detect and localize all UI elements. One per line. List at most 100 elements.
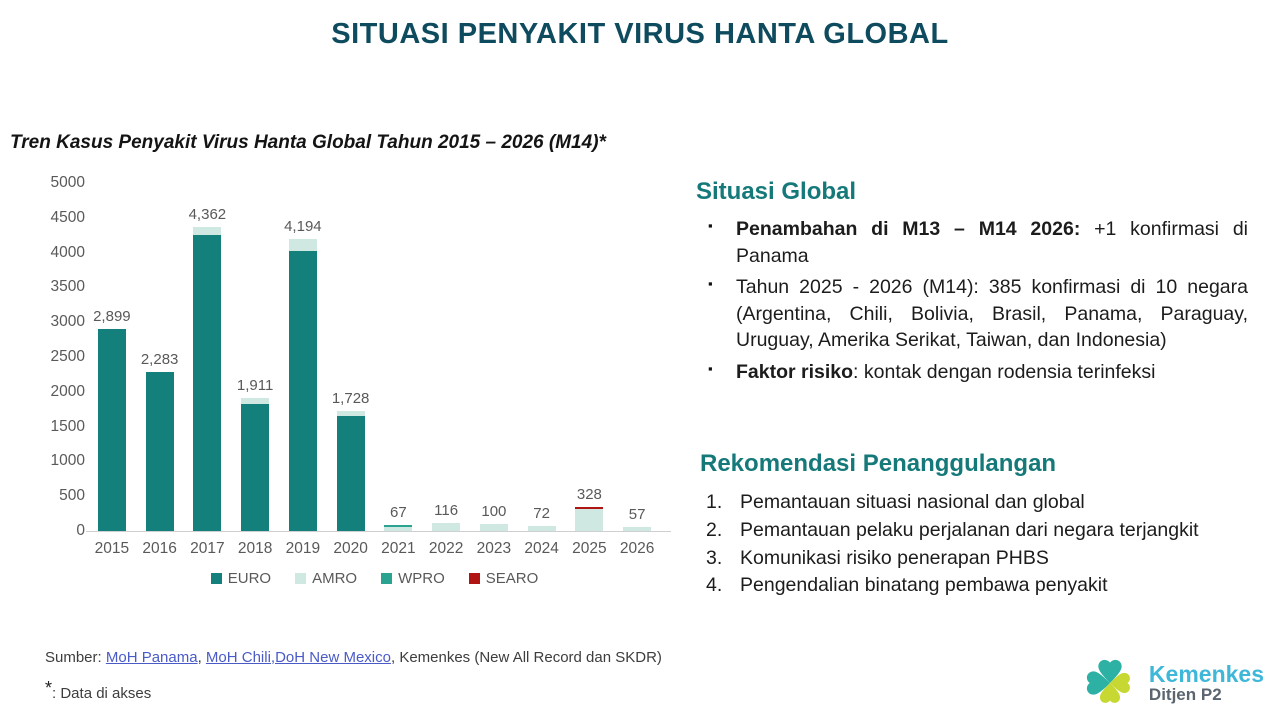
bullet-item: Penambahan di M13 – M14 2026: +1 konfirm… bbox=[696, 216, 1248, 269]
footnote-line: *: Data di akses bbox=[45, 676, 151, 702]
bar-segment-amro-2020 bbox=[336, 410, 365, 417]
bar-segment-searo-2025 bbox=[575, 506, 604, 509]
bar-value-label: 2,899 bbox=[93, 308, 131, 326]
footnote-text: : Data di akses bbox=[52, 685, 152, 702]
recommendation-number: 3. bbox=[706, 546, 723, 569]
legend-item-searo: SEARO bbox=[468, 570, 538, 587]
legend-item-amro: AMRO bbox=[295, 570, 357, 587]
bullet-text: +1 konfirmasi di Panama bbox=[736, 218, 1248, 267]
legend-swatch-searo bbox=[468, 573, 480, 584]
y-tick-label: 2500 bbox=[50, 348, 85, 365]
source-separator-2: , bbox=[390, 649, 400, 666]
bar-segment-amro-2022 bbox=[432, 522, 461, 531]
bar-segment-euro-2015 bbox=[97, 329, 126, 531]
page-title: SITUASI PENYAKIT VIRUS HANTA GLOBAL bbox=[331, 18, 949, 50]
global-bullet-list: Penambahan di M13 – M14 2026: +1 konfirm… bbox=[696, 216, 1248, 385]
y-tick-label: 5000 bbox=[50, 174, 85, 191]
bullet-bold-text: Faktor risiko bbox=[736, 360, 854, 383]
recommendations-list: 1. Pemantauan situasi nasional dan global… bbox=[700, 490, 1248, 598]
bullet-text: Tahun 2025 - 2026 (M14): 385 konfirmasi … bbox=[736, 276, 1248, 352]
y-tick-label: 500 bbox=[59, 487, 85, 505]
x-tick-label: 2024 bbox=[524, 540, 559, 557]
x-tick-label: 2020 bbox=[333, 540, 368, 557]
x-tick-label: 2017 bbox=[190, 540, 225, 557]
square-bullet-icon bbox=[708, 275, 713, 293]
recommendation-item: 2. Pemantauan pelaku perjalanan dari nega… bbox=[700, 518, 1248, 543]
recommendation-text: Pemantauan situasi nasional dan global bbox=[740, 491, 1085, 513]
bar-segment-wpro-2021 bbox=[384, 524, 413, 527]
source-link-moh-panama[interactable]: MoH Panama bbox=[105, 649, 198, 666]
recommendation-number: 4. bbox=[706, 574, 723, 597]
logo-subtitle: Ditjen P2 bbox=[1148, 685, 1222, 705]
source-separator: , bbox=[197, 649, 206, 666]
recommendation-text: Komunikasi risiko penerapan PHBS bbox=[740, 546, 1049, 569]
x-tick-label: 2018 bbox=[237, 540, 273, 557]
bar-segment-euro-2019 bbox=[288, 250, 317, 531]
recommendation-text: Pemantauan pelaku perjalanan dari negara… bbox=[740, 518, 1199, 541]
logo-text: Kemenkes Ditjen P2 bbox=[1149, 662, 1264, 704]
y-tick-label: 2000 bbox=[50, 382, 85, 400]
bullet-text: : kontak dengan rodensia terinfeksi bbox=[853, 360, 1156, 383]
legend-swatch-wpro bbox=[381, 573, 393, 584]
recommendation-item: 3. Komunikasi risiko penerapan PHBS bbox=[700, 546, 1248, 571]
source-line: Sumber: MoH Panama, MoH Chili,DoH New Me… bbox=[45, 649, 662, 666]
bar-segment-euro-2017 bbox=[193, 235, 222, 531]
bar-value-label: 4,362 bbox=[188, 206, 227, 224]
x-tick-label: 2023 bbox=[476, 540, 512, 557]
bar-value-label: 328 bbox=[576, 485, 602, 503]
legend-label: AMRO bbox=[312, 570, 358, 587]
legend-label: EURO bbox=[227, 570, 272, 587]
legend-item-wpro: WPRO bbox=[381, 570, 445, 587]
bar-value-label: 1,728 bbox=[331, 389, 370, 407]
bar-value-label: 72 bbox=[533, 504, 550, 522]
x-tick-label: 2021 bbox=[381, 540, 416, 557]
y-tick-label: 0 bbox=[76, 522, 85, 539]
chart-legend: EURO AMRO WPRO SEARO bbox=[88, 570, 661, 587]
asterisk-marker: * bbox=[45, 678, 53, 698]
kemenkes-logo: Kemenkes Ditjen P2 bbox=[1081, 654, 1264, 712]
bar-segment-amro-2023 bbox=[479, 524, 508, 531]
bar-chart: EURO AMRO WPRO SEARO 0 500 1000 1500 2000 2500 30… bbox=[38, 170, 698, 615]
legend-swatch-euro bbox=[210, 573, 222, 584]
bar-value-label: 1,911 bbox=[236, 376, 274, 394]
source-prefix: Sumber: bbox=[45, 649, 106, 666]
bar-value-label: 4,194 bbox=[284, 218, 322, 236]
recommendations-section: Rekomendasi Penanggulangan 1. Pemantauan … bbox=[700, 450, 1248, 601]
logo-brand: Kemenkes bbox=[1148, 661, 1264, 687]
y-tick-label: 3500 bbox=[50, 278, 85, 296]
bar-segment-amro-2026 bbox=[623, 527, 652, 531]
x-tick-label: 2022 bbox=[428, 540, 464, 557]
source-rest: Kemenkes (New All Record dan SKDR) bbox=[399, 649, 662, 666]
x-tick-label: 2019 bbox=[285, 540, 321, 557]
legend-label: WPRO bbox=[398, 570, 445, 587]
bar-value-label: 2,283 bbox=[140, 351, 179, 369]
y-tick-label: 4000 bbox=[50, 243, 85, 261]
y-tick-label: 4500 bbox=[50, 208, 85, 226]
legend-item-euro: EURO bbox=[210, 570, 272, 587]
chart-title: Tren Kasus Penyakit Virus Hanta Global T… bbox=[10, 132, 606, 153]
y-tick-label: 1000 bbox=[50, 452, 85, 470]
bar-segment-amro-2017 bbox=[193, 227, 222, 236]
x-tick-label: 2015 bbox=[94, 540, 130, 557]
y-tick-label: 1500 bbox=[50, 417, 85, 435]
bar-segment-amro-2019 bbox=[288, 239, 317, 251]
bar-segment-amro-2025 bbox=[575, 508, 604, 531]
bullet-item: Faktor risiko: kontak dengan rodensia te… bbox=[696, 359, 1248, 386]
bar-segment-amro-2021 bbox=[384, 526, 413, 531]
source-link-moh-chili-doh-new-mexico[interactable]: MoH Chili,DoH New Mexico bbox=[205, 649, 391, 666]
x-axis-line bbox=[86, 531, 671, 532]
legend-swatch-amro bbox=[295, 573, 307, 584]
square-bullet-icon bbox=[708, 217, 713, 235]
bar-segment-amro-2024 bbox=[527, 525, 556, 531]
recommendation-number: 2. bbox=[706, 518, 723, 541]
square-bullet-icon bbox=[708, 360, 713, 378]
x-tick-label: 2025 bbox=[572, 540, 607, 557]
recommendation-text: Pengendalian binatang pembawa penyakit bbox=[740, 574, 1108, 597]
recommendation-item: 1. Pemantauan situasi nasional dan global bbox=[700, 490, 1248, 515]
kemenkes-flower-icon bbox=[1086, 659, 1130, 703]
recommendations-heading: Rekomendasi Penanggulangan bbox=[700, 450, 1057, 477]
bullet-bold-text: Penambahan di M13 – M14 2026: bbox=[736, 218, 1081, 240]
global-situation-heading: Situasi Global bbox=[696, 178, 857, 205]
global-situation-section: Situasi Global Penambahan di M13 – M14 2… bbox=[696, 178, 1248, 390]
